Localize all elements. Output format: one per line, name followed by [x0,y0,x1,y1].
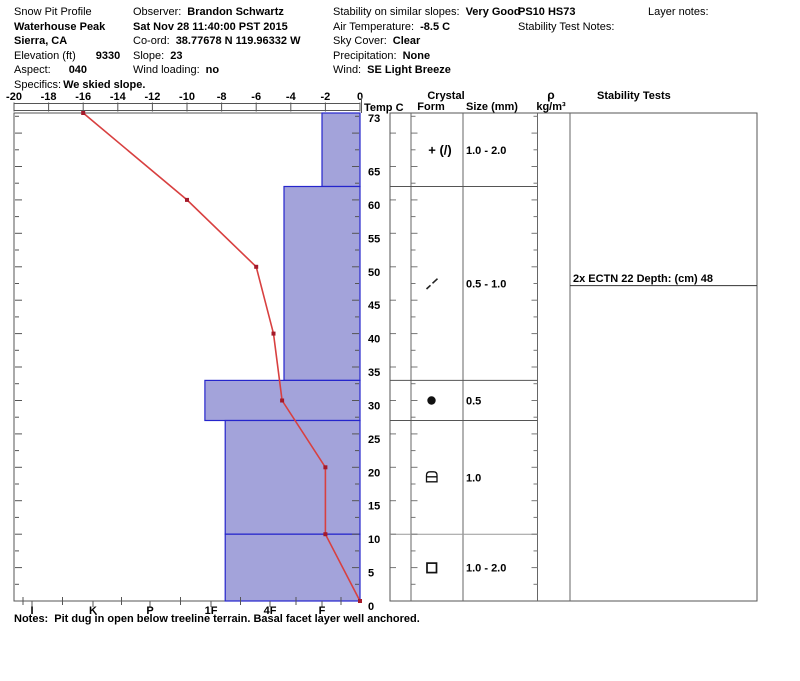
svg-text:30: 30 [368,401,380,413]
crystal-form-fcxr-icon [425,471,438,483]
svg-text:ρ: ρ [547,88,554,102]
elevation-value: 9330 [95,49,121,62]
depth-ticks [15,115,359,585]
svg-text:15: 15 [368,501,380,513]
svg-text:1.0: 1.0 [466,472,481,484]
svg-text:-6: -6 [251,91,261,103]
wind-label: Wind: [333,64,362,76]
wind-loading-value: no [205,64,220,76]
crystal-form-pp-df-icon: + (/) [428,142,451,157]
svg-text:-16: -16 [75,91,91,103]
svg-text:Stability Tests: Stability Tests [597,90,671,102]
notes-label: Notes: [14,613,49,625]
air-temp-label: Air Temperature: [333,20,415,33]
svg-text:I: I [30,605,33,617]
svg-text:35: 35 [368,367,380,379]
svg-text:-4: -4 [286,91,297,103]
svg-text:K: K [89,605,97,617]
svg-text:-10: -10 [179,91,195,103]
slope-label: Slope: [133,49,165,62]
svg-text:F: F [319,605,326,617]
svg-text:20: 20 [368,467,380,479]
header-conditions-block: Stability on similar slopes: Very Good Ai… [333,5,521,78]
svg-text:Temp C: Temp C [364,102,404,114]
sky-cover-value: Clear [392,35,421,47]
svg-text:P: P [146,605,153,617]
svg-text:25: 25 [368,434,380,446]
svg-text:-8: -8 [217,91,227,103]
elevation-label: Elevation (ft) [14,49,76,62]
crystal-form-fc-icon [426,562,438,574]
coord-value: 38.77678 N 119.96332 W [175,35,301,47]
wind-loading-label: Wind loading: [133,64,200,76]
svg-text:60: 60 [368,200,380,212]
datetime: Sat Nov 28 11:40:00 PST 2015 [133,20,288,33]
svg-text:Size (mm): Size (mm) [466,101,518,113]
svg-text:0: 0 [368,601,374,613]
header-pitcode-block: PS10 HS73 Stability Test Notes: [518,5,614,34]
stability-test-notes-label: Stability Test Notes: [518,20,615,33]
hardness-bars [204,112,361,602]
crystal-form-df-icon [425,278,439,290]
svg-text:Crystal: Crystal [427,90,464,102]
svg-text:-12: -12 [144,91,160,103]
svg-text:45: 45 [368,300,380,312]
svg-text:kg/m³: kg/m³ [536,101,566,113]
svg-text:0.5: 0.5 [466,396,481,408]
pit-notes: Notes: Pit dug in open below treeline ter… [14,613,426,625]
stability-slopes-value: Very Good [465,6,521,18]
crystal-form-rg-icon [427,396,436,405]
precip-value: None [402,49,431,62]
svg-text:40: 40 [368,334,380,346]
aspect-value: 040 [68,64,88,76]
svg-text:65: 65 [368,167,380,179]
region-name: Sierra, CA [14,35,68,47]
svg-text:-18: -18 [41,91,57,103]
sky-cover-label: Sky Cover: [333,35,387,47]
stability-test-result: 2x ECTN 22 Depth: (cm) 48 [573,273,713,285]
air-temp-value: -8.5 C [420,20,451,33]
stability-slopes-label: Stability on similar slopes: [333,6,460,18]
svg-text:1F: 1F [205,605,218,617]
svg-text:4F: 4F [264,605,277,617]
pit-code: PS10 HS73 [518,6,576,18]
aspect-label: Aspect: [14,64,51,76]
header-location-block: Snow Pit Profile Waterhouse Peak Sierra,… [14,5,145,92]
svg-text:5: 5 [368,568,374,580]
header-layernotes-block: Layer notes: [648,5,709,20]
wind-value: SE Light Breeze [367,64,451,76]
location-name: Waterhouse Peak [14,20,106,33]
header-observer-block: Observer: Brandon Schwartz Sat Nov 28 11:… [133,5,300,78]
notes-text: Pit dug in open below treeline terrain. … [54,613,420,625]
coord-label: Co-ord: [133,35,170,47]
svg-text:0: 0 [357,91,363,103]
slope-value: 23 [170,49,183,62]
observer-value: Brandon Schwartz [187,6,284,18]
svg-text:-14: -14 [110,91,127,103]
temperature-line [81,111,362,603]
page-title: Snow Pit Profile [14,6,92,18]
svg-text:10: 10 [368,534,380,546]
svg-text:Form: Form [417,101,445,113]
observer-label: Observer: [133,6,182,18]
hardness-axis: I K P 1F 4F F [22,597,342,617]
layer-notes-label: Layer notes: [648,6,709,18]
specifics-label: Specifics: [14,78,62,91]
svg-text:1.0 - 2.0: 1.0 - 2.0 [466,563,506,575]
svg-text:50: 50 [368,267,380,279]
svg-text:1.0 - 2.0: 1.0 - 2.0 [466,145,506,157]
svg-text:73: 73 [368,113,380,125]
svg-text:55: 55 [368,233,380,245]
specifics-value: We skied slope. [63,78,146,91]
svg-text:-2: -2 [321,91,331,103]
svg-text:-20: -20 [6,91,22,103]
svg-text:0.5 - 1.0: 0.5 - 1.0 [466,279,506,291]
precip-label: Precipitation: [333,49,397,62]
